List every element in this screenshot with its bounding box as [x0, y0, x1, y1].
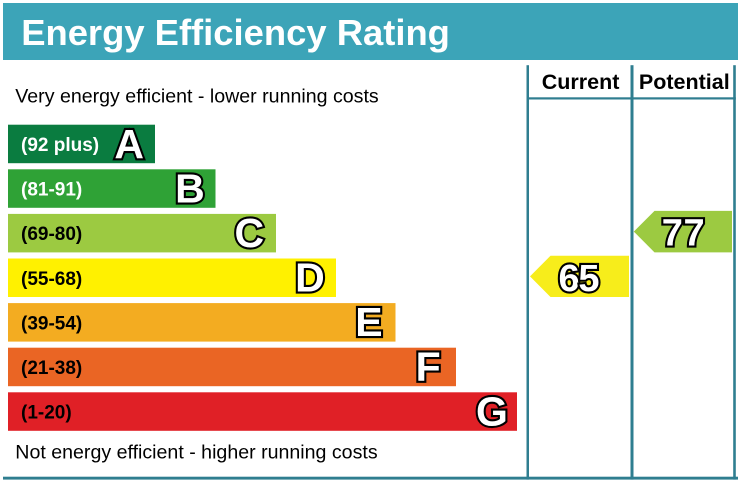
svg-text:(55-68): (55-68) [21, 269, 82, 290]
svg-text:D: D [295, 255, 325, 301]
svg-text:(69-80): (69-80) [21, 224, 82, 245]
svg-text:C: C [234, 210, 264, 256]
svg-text:Energy Efficiency Rating: Energy Efficiency Rating [21, 12, 450, 53]
svg-text:F: F [416, 344, 441, 390]
svg-text:(21-38): (21-38) [21, 358, 82, 379]
svg-text:(81-91): (81-91) [21, 180, 82, 201]
svg-text:G: G [476, 388, 508, 434]
svg-text:65: 65 [559, 258, 600, 300]
svg-text:A: A [114, 121, 144, 167]
svg-text:Not energy efficient - higher: Not energy efficient - higher running co… [15, 441, 378, 463]
svg-text:(92 plus): (92 plus) [21, 135, 99, 156]
svg-text:77: 77 [662, 213, 705, 255]
svg-text:(39-54): (39-54) [21, 313, 82, 334]
svg-text:E: E [355, 299, 382, 345]
svg-text:(1-20): (1-20) [21, 403, 72, 424]
svg-text:Current: Current [542, 70, 620, 94]
svg-text:Potential: Potential [639, 70, 730, 94]
svg-text:Very energy efficient - lower: Very energy efficient - lower running co… [15, 86, 379, 108]
svg-text:B: B [175, 165, 205, 211]
